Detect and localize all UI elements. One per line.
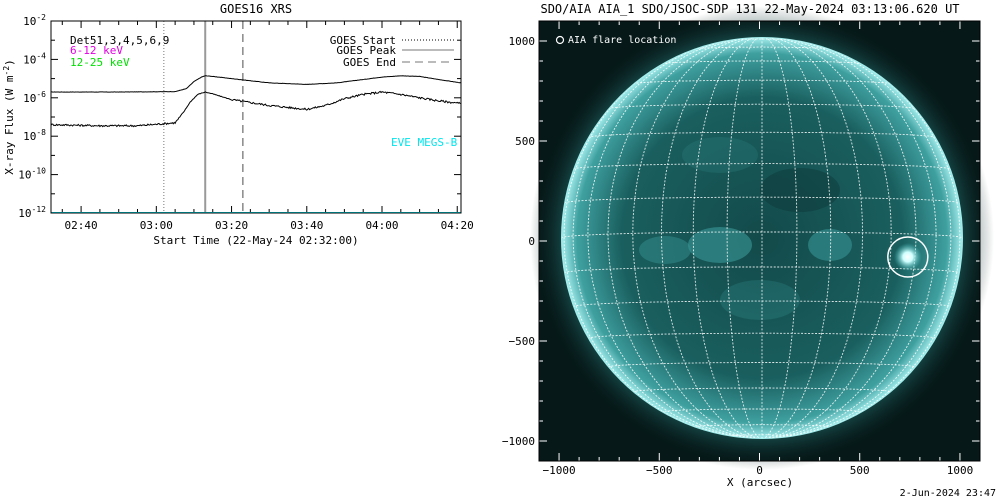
x-tick-label: 03:20	[215, 219, 248, 232]
xrs-series-line	[51, 90, 461, 128]
aia-axes: −1000 −500 0 500 1000 1000 500 0 −500 −1000	[502, 21, 980, 477]
y-tick-label: 500	[515, 135, 535, 148]
y-tick-label: 10-2	[23, 13, 46, 28]
grid-line	[761, 38, 917, 438]
grid-line	[761, 38, 832, 438]
legend-12-25: 12-25 keV	[70, 56, 130, 69]
grid-line	[661, 60, 863, 65]
active-region	[682, 137, 758, 173]
grid-line	[587, 131, 937, 138]
legend-goes-peak: GOES Peak	[336, 44, 396, 57]
grid-line	[761, 38, 892, 438]
aia-frame	[538, 20, 981, 462]
xrs-xlabel: Start Time (22-May-24 02:32:00)	[153, 234, 358, 247]
x-tick-label: 03:00	[140, 219, 173, 232]
flare-glow	[893, 243, 922, 271]
grid-line	[661, 38, 763, 438]
xrs-legend-right: GOES Start GOES Peak GOES End	[330, 34, 454, 69]
grid-line	[632, 387, 892, 393]
y-tick-label: 10-8	[23, 128, 46, 143]
legend-goes-start: GOES Start	[330, 34, 396, 47]
flare-location-circle	[887, 236, 929, 278]
footer-timestamp: 2-Jun-2024 23:47	[900, 488, 996, 499]
x-tick-label: 02:40	[65, 219, 98, 232]
grid-line	[761, 38, 863, 438]
x-tick-label: −500	[646, 464, 673, 477]
y-tick-label: 10-6	[23, 90, 46, 105]
y-tick-label: −1000	[502, 435, 535, 448]
grid-line	[607, 38, 763, 438]
x-tick-label: 1000	[947, 464, 974, 477]
grid-line	[632, 38, 763, 438]
aia-image-panel: SDO/AIA AIA_1 SDO/JSOC-SDP 131 22-May-20…	[502, 2, 994, 489]
y-tick-label: 10-12	[18, 205, 46, 220]
x-tick-label: 500	[850, 464, 870, 477]
coronal-hole	[760, 168, 840, 212]
xrs-axes: 02:40 03:00 03:20 03:40 04:00 04:20 10-2 10-4 10…	[18, 13, 474, 232]
flare-legend-label: AIA flare location	[568, 35, 676, 46]
xrs-ylabel: X-ray Flux (W m-2)	[2, 59, 16, 175]
grid-line	[761, 38, 937, 438]
grid-line	[607, 103, 917, 110]
grid-line	[572, 38, 763, 438]
aia-xlabel: X (arcsec)	[727, 476, 793, 489]
x-tick-label: 0	[756, 464, 763, 477]
active-region	[720, 280, 800, 320]
xrs-title: GOES16 XRS	[220, 2, 292, 16]
y-tick-label: 0	[528, 235, 535, 248]
grid-line	[726, 38, 763, 438]
active-region	[808, 229, 852, 261]
x-tick-label: 04:20	[441, 219, 474, 232]
grid-line	[693, 46, 831, 50]
xrs-series-group	[51, 75, 461, 213]
eve-megs-b-label: EVE MEGS-B	[391, 136, 458, 149]
grid-line	[572, 163, 952, 170]
y-tick-label: 10-4	[23, 51, 46, 66]
xrs-plot-frame	[50, 20, 462, 214]
x-tick-label: 03:40	[290, 219, 323, 232]
grid-line	[563, 196, 961, 204]
grid-line	[761, 38, 952, 438]
grid-line	[692, 38, 763, 438]
active-region	[639, 236, 691, 264]
y-tick-label: −500	[509, 335, 536, 348]
grid-line	[587, 38, 763, 438]
xrs-chart: GOES16 XRS X-ray Flux (W m-2) Start Time…	[2, 2, 474, 247]
y-tick-label: 10-10	[18, 167, 46, 182]
y-tick-label: 1000	[509, 35, 536, 48]
xrs-event-lines	[163, 21, 244, 213]
flare-legend-marker	[555, 35, 565, 45]
x-tick-label: 04:00	[365, 219, 398, 232]
grid-line	[761, 38, 798, 438]
xrs-series-line	[51, 75, 461, 93]
legend-det: Det51,3,4,5,6,9	[70, 34, 169, 47]
legend-6-12: 6-12 keV	[70, 44, 123, 57]
legend-goes-end: GOES End	[343, 56, 396, 69]
active-region	[688, 227, 752, 263]
x-tick-label: −1000	[542, 464, 575, 477]
xrs-legend-left: Det51,3,4,5,6,9 6-12 keV 12-25 keV	[70, 34, 169, 69]
